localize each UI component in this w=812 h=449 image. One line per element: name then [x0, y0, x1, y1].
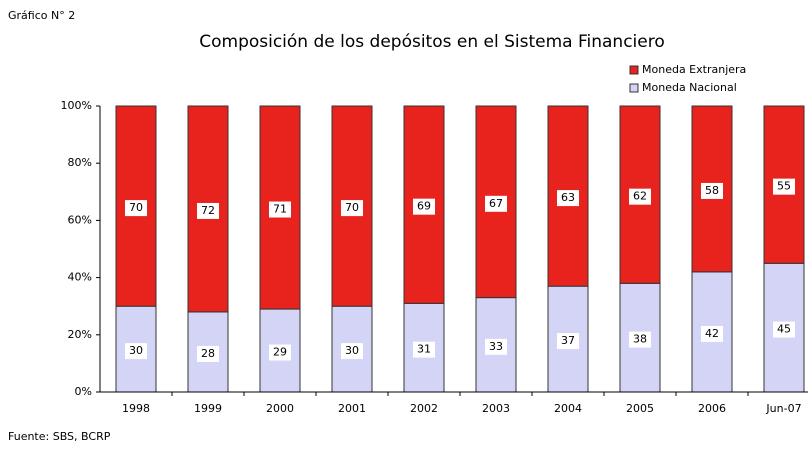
source-note: Fuente: SBS, BCRP — [8, 430, 111, 443]
data-label-box — [269, 201, 291, 218]
data-label: 71 — [273, 203, 287, 216]
y-tick-label: 80% — [68, 156, 92, 169]
data-label: 30 — [345, 344, 359, 357]
data-label-box — [629, 188, 651, 205]
y-tick-label: 40% — [68, 271, 92, 284]
y-tick-label: 20% — [68, 328, 92, 341]
data-label-box — [701, 325, 723, 342]
data-label-box — [485, 195, 507, 212]
data-label: 70 — [345, 201, 359, 214]
data-label-box — [341, 343, 363, 360]
data-label: 30 — [129, 344, 143, 357]
y-tick-label: 0% — [75, 385, 92, 398]
data-label: 29 — [273, 346, 287, 359]
legend-swatch — [629, 65, 639, 75]
data-label-box — [773, 321, 795, 338]
data-label: 31 — [417, 343, 431, 356]
data-label-box — [197, 345, 219, 362]
data-label: 70 — [129, 201, 143, 214]
data-label: 38 — [633, 333, 647, 346]
data-label-box — [125, 200, 147, 217]
x-tick-label: 2004 — [554, 402, 582, 415]
chart-header: Gráfico N° 2 — [8, 9, 75, 22]
legend-label: Moneda Nacional — [642, 81, 737, 94]
y-tick-label: 60% — [68, 213, 92, 226]
data-label: 33 — [489, 340, 503, 353]
chart-title: Composición de los depósitos en el Siste… — [199, 32, 665, 52]
data-label-box — [773, 178, 795, 195]
data-label: 55 — [777, 180, 791, 193]
x-tick-label: 2005 — [626, 402, 654, 415]
x-tick-label: 1998 — [122, 402, 150, 415]
data-label: 67 — [489, 197, 503, 210]
data-label-box — [125, 343, 147, 360]
data-label: 69 — [417, 200, 431, 213]
data-label: 45 — [777, 323, 791, 336]
x-tick-label: Jun-07 — [765, 402, 801, 415]
data-label: 62 — [633, 190, 647, 203]
data-label-box — [269, 344, 291, 361]
data-label: 58 — [705, 184, 719, 197]
data-label: 28 — [201, 347, 215, 360]
data-label-box — [557, 333, 579, 350]
data-label-box — [413, 341, 435, 358]
bar-segment — [403, 105, 445, 304]
y-tick-label: 100% — [61, 99, 92, 112]
data-label-box — [701, 182, 723, 199]
data-label-box — [485, 338, 507, 355]
data-label-box — [629, 331, 651, 348]
data-label: 37 — [561, 334, 575, 347]
data-label: 42 — [705, 327, 719, 340]
data-label-box — [197, 202, 219, 219]
legend-label: Moneda Extranjera — [642, 63, 746, 76]
x-tick-label: 2002 — [410, 402, 438, 415]
legend-swatch — [629, 83, 639, 93]
x-tick-label: 2000 — [266, 402, 294, 415]
data-label-box — [341, 200, 363, 217]
x-tick-label: 2006 — [698, 402, 726, 415]
x-tick-label: 1999 — [194, 402, 222, 415]
x-tick-label: 2001 — [338, 402, 366, 415]
x-tick-label: 2003 — [482, 402, 510, 415]
data-label: 63 — [561, 191, 575, 204]
data-label: 72 — [201, 204, 215, 217]
data-label-box — [557, 190, 579, 207]
data-label-box — [413, 198, 435, 215]
